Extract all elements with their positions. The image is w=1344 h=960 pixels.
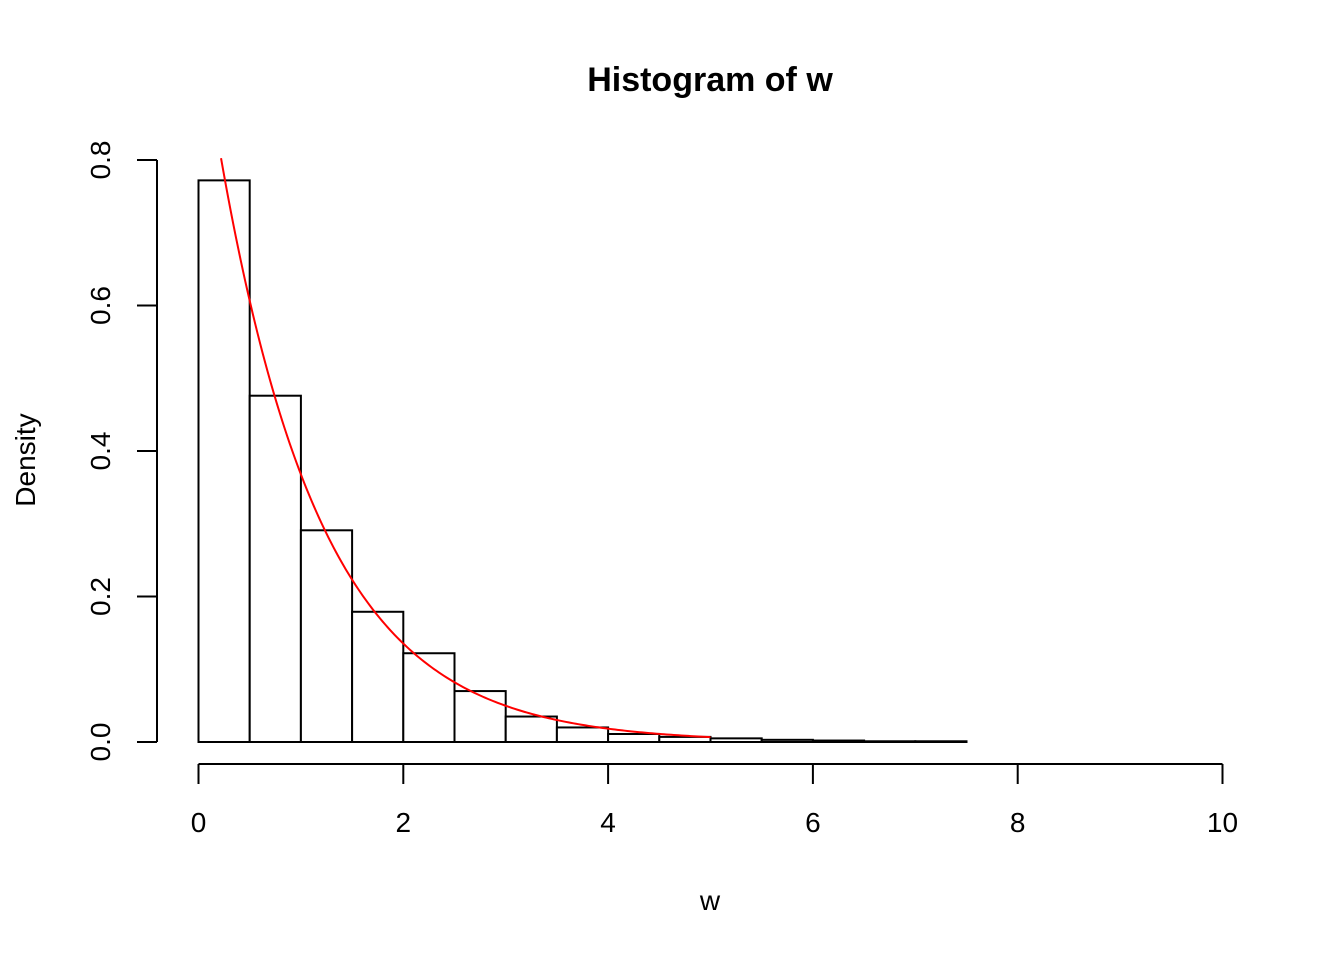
x-tick-label: 0 — [191, 807, 207, 838]
histogram-bar — [402, 652, 456, 743]
x-axis: 0 2 4 6 8 10 — [191, 763, 1238, 838]
y-axis: 0.0 0.2 0.4 0.6 0.8 — [85, 141, 158, 762]
x-tick-label: 10 — [1207, 807, 1238, 838]
histogram-bar — [607, 732, 661, 743]
histogram-bar — [248, 394, 302, 743]
y-tick-label: 0.6 — [85, 286, 116, 325]
histogram-bar — [197, 179, 251, 743]
x-tick-label: 2 — [396, 807, 412, 838]
density-curve — [220, 157, 711, 739]
histogram-bar — [760, 738, 814, 744]
y-tick-label: 0.8 — [85, 141, 116, 180]
histogram-bar — [351, 610, 405, 744]
histogram-bar — [453, 690, 507, 744]
chart-title: Histogram of w — [587, 61, 833, 99]
histogram-bar — [811, 739, 866, 743]
histogram-bar — [299, 529, 354, 743]
y-tick-label: 0.2 — [85, 577, 116, 616]
histogram-bar — [863, 740, 917, 744]
y-tick-label: 0.0 — [85, 723, 116, 762]
histogram-bar — [555, 726, 610, 744]
x-axis-label: w — [699, 885, 721, 916]
y-axis-label: Density — [10, 413, 41, 506]
x-tick-label: 8 — [1010, 807, 1026, 838]
x-tick-label: 4 — [600, 807, 616, 838]
x-tick-label: 6 — [805, 807, 821, 838]
y-tick-label: 0.4 — [85, 432, 116, 471]
histogram-bar — [504, 715, 558, 743]
histogram-bar — [709, 737, 763, 743]
histogram-bar — [914, 740, 968, 744]
